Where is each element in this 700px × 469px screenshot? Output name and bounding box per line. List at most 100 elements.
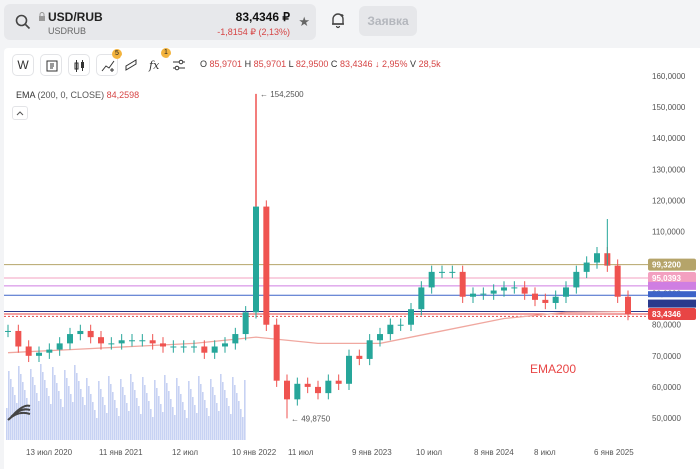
volume-bar [222,382,224,440]
candle-body [387,324,394,335]
logo-stroke [10,408,31,418]
y-tick-label: 120,0000 [652,196,686,205]
fx-button[interactable]: fx 1 [144,48,171,76]
bar-type-button[interactable] [40,54,62,76]
price-level-label: 95,0393 [652,274,681,283]
candle-body [170,346,177,348]
candle-body [449,271,456,273]
ticker-symbol: USD/RUB [48,10,103,24]
volume-bar [100,389,102,440]
price-level-label: 99,3200 [652,261,681,270]
volume-bar [22,382,24,440]
candle-body [222,343,228,347]
volume-bar [182,402,184,440]
volume-bar [32,377,34,440]
candle-body [273,324,280,381]
volume-bar [202,392,204,440]
volume-bar [210,379,212,440]
volume-bar [184,410,186,440]
volume-bar [146,393,148,440]
logo-stroke [13,404,31,415]
volume-bar [174,415,176,440]
volume-bar [138,406,140,440]
candle-body [201,346,208,353]
candle-body [614,265,621,297]
volume-bar [126,403,128,440]
settings-button[interactable] [168,54,190,76]
price-level-badge [648,258,696,271]
volume-bar [90,394,92,440]
volume-bar [236,393,238,440]
candle-body [397,324,404,326]
x-tick-label: 8 июл [534,448,556,457]
order-button[interactable]: Заявка [359,6,417,36]
volume-bar [164,375,166,440]
volume-bar [168,391,170,440]
price-change: -1,8154 ₽ (2,13%) [217,27,290,37]
candle-body [408,309,414,325]
candle-body [304,383,311,387]
collapse-legend-button[interactable] [12,106,28,120]
candle-body [573,271,580,288]
volume-bar [176,378,178,440]
candles-button[interactable] [68,54,90,76]
indicators-button[interactable]: 5 [96,49,122,76]
volume-bar [240,409,242,440]
candle-body [67,334,73,344]
volume-bar [36,393,38,440]
candle-body [5,330,11,332]
volume-bar [200,384,202,440]
favorite-star-icon[interactable]: ★ [298,14,310,29]
x-tick-label: 8 янв 2024 [474,448,514,457]
volume-bar [188,381,190,440]
candle-body [366,340,373,359]
drawing-button[interactable] [120,54,142,76]
candle-body [490,290,497,294]
volume-bar [50,404,52,440]
y-tick-label: 70,0000 [652,352,681,361]
candle-body [232,334,239,344]
candle-body [139,340,146,342]
volume-bar [34,385,36,440]
y-tick-label: 150,0000 [652,103,686,112]
volume-bar [152,417,154,440]
search-icon[interactable] [14,13,32,31]
top-bar: USD/RUB USDRUB 83,4346 ₽ -1,8154 ₽ (2,13… [0,0,700,44]
candle-body [98,337,104,344]
volume-bar [120,379,122,440]
candle-body [56,343,63,350]
candle-body [439,271,445,273]
candle-body [594,253,600,263]
price-chart[interactable]: ← 154,2500← 49,8750EMA200160,0000150,000… [4,48,700,469]
y-tick-label: 80,0000 [652,321,681,330]
candle-body [211,346,218,353]
candle-body [118,340,125,344]
volume-bar [26,398,28,440]
volume-bar [226,398,228,440]
volume-bar [14,395,16,440]
volume-bar [76,373,78,440]
volume-bar [64,370,66,440]
volume-bar [98,381,100,440]
volume-bar [186,418,188,440]
interval-button[interactable]: W [12,54,34,76]
high-label: ← 154,2500 [260,90,304,99]
candle-body [77,330,84,335]
candle-body [191,346,197,348]
candle-body [532,293,538,300]
volume-bar [96,418,98,440]
volume-bar [80,389,82,440]
candle-body [377,334,383,341]
candle-body [180,346,187,348]
volume-bar [228,406,230,440]
level-swatch [648,281,696,290]
ticker-selector[interactable]: USD/RUB USDRUB 83,4346 ₽ -1,8154 ₽ (2,13… [4,4,316,40]
add-alert-bell-icon[interactable] [329,11,347,29]
volume-bar [196,413,198,440]
chart-panel[interactable]: W 5 fx 1 O 85,9701 H 85,9701 L 82,9500 C… [4,48,700,469]
x-tick-label: 10 янв 2022 [232,448,277,457]
volume-bar [154,380,156,440]
x-tick-label: 11 янв 2021 [99,448,143,457]
ohlc-legend: O 85,9701 H 85,9701 L 82,9500 C 83,4346 … [200,59,441,69]
last-price: 83,4346 ₽ [235,10,290,24]
